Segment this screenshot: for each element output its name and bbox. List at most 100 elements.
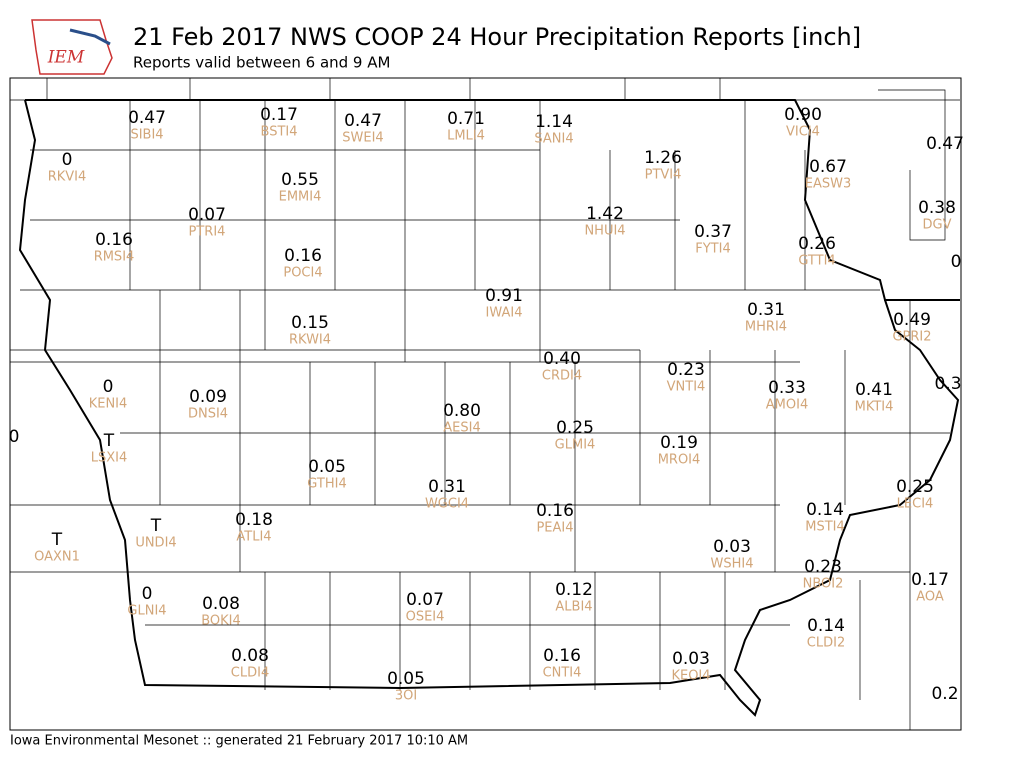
station-value: 0.18: [235, 510, 273, 530]
station-value: 0: [103, 377, 114, 397]
station-id: RKWI4: [289, 333, 331, 348]
station-id: GLNI4: [127, 604, 166, 619]
station-id: BSTI4: [261, 125, 298, 140]
station-id: CLDI2: [807, 636, 845, 651]
station-id: WSHI4: [711, 557, 754, 572]
station-value: 0: [9, 427, 20, 447]
station-id: GTHI4: [307, 477, 346, 492]
station-value: 0.08: [202, 594, 240, 614]
station-value: 0.23: [804, 557, 842, 577]
station-id: ALBI4: [555, 600, 592, 615]
station-value: 1.14: [535, 112, 573, 132]
station-value: 0: [142, 584, 153, 604]
station-id: AESI4: [443, 421, 480, 436]
station-value: 0.14: [807, 616, 845, 636]
station-id: OAXN1: [34, 550, 80, 565]
station-id: EMMI4: [279, 190, 322, 205]
station-value: 0.16: [543, 646, 581, 666]
station-id: MSTI4: [805, 520, 845, 535]
station-value: 0.07: [406, 590, 444, 610]
station-value: 0.47: [128, 108, 166, 128]
station-id: NBOI2: [803, 577, 844, 592]
station-value: 0.17: [911, 570, 949, 590]
station-id: GLMI4: [555, 438, 596, 453]
station-value: 0.03: [672, 649, 710, 669]
station-value: 0.40: [543, 349, 581, 369]
station-value: 0.31: [747, 300, 785, 320]
station-id: WGCI4: [425, 497, 469, 512]
station-value: 0.38: [918, 198, 956, 218]
station-value: 0: [62, 150, 73, 170]
station-value: 0.47: [926, 134, 964, 154]
station-value: 0.2: [931, 684, 958, 704]
station-id: NHUI4: [584, 224, 625, 239]
station-value: 1.26: [644, 148, 682, 168]
station-value: 0.16: [536, 501, 574, 521]
station-id: PTVI4: [645, 168, 682, 183]
station-id: CLDI4: [231, 666, 269, 681]
station-value: 0.09: [189, 387, 227, 407]
station-value: 0.80: [443, 401, 481, 421]
station-value: 0.33: [768, 378, 806, 398]
logo-text: IEM: [47, 48, 85, 68]
station-value: 0.16: [284, 246, 322, 266]
station-id: FYTI4: [695, 242, 730, 257]
station-value: 0.07: [188, 205, 226, 225]
station-value: 0.47: [344, 111, 382, 131]
station-value: 0.08: [231, 646, 269, 666]
station-value: 0.23: [667, 360, 705, 380]
station-value: 0.26: [798, 234, 836, 254]
station-id: RMSI4: [94, 250, 135, 265]
station-id: BOKI4: [201, 614, 241, 629]
title: 21 Feb 2017 NWS COOP 24 Hour Precipitati…: [133, 23, 861, 51]
station-id: KEOI4: [671, 669, 710, 684]
station-id: DNSI4: [188, 407, 228, 422]
station-id: GTTI4: [798, 254, 835, 269]
station-id: LSXI4: [91, 451, 128, 466]
station-value: 0.3: [934, 374, 961, 394]
station-id: MKTI4: [855, 400, 894, 415]
station-id: EASW3: [805, 177, 851, 192]
station-id: ATLI4: [236, 530, 271, 545]
footer: Iowa Environmental Mesonet :: generated …: [10, 734, 468, 749]
subtitle: Reports valid between 6 and 9 AM: [133, 54, 390, 72]
map-frame: [9, 77, 962, 731]
station-value: 0.19: [660, 433, 698, 453]
station-value: 0.14: [806, 500, 844, 520]
station-value: 0.12: [555, 580, 593, 600]
station-id: IWAI4: [486, 306, 523, 321]
station-value: 0.67: [809, 157, 847, 177]
station-value: 0: [951, 252, 962, 272]
station-id: KENI4: [89, 397, 128, 412]
station-id: SANI4: [534, 132, 573, 147]
station-id: LMLI4: [447, 129, 485, 144]
station-id: VICI4: [786, 125, 820, 140]
station-id: MROI4: [658, 453, 701, 468]
station-id: PEAI4: [536, 521, 573, 536]
station-value: 0.31: [428, 477, 466, 497]
station-id: DGV: [923, 218, 952, 233]
station-value: 0.17: [260, 105, 298, 125]
station-value: 0.25: [556, 418, 594, 438]
station-value: 1.42: [586, 204, 624, 224]
station-id: 3OI: [395, 689, 417, 704]
station-value: 0.71: [447, 109, 485, 129]
station-value: 0.49: [893, 310, 931, 330]
station-value: 0.90: [784, 105, 822, 125]
station-value: 0.37: [694, 222, 732, 242]
station-id: SWEI4: [342, 131, 383, 146]
station-id: AMOI4: [766, 398, 808, 413]
station-value: T: [150, 516, 162, 536]
station-value: 0.91: [485, 286, 523, 306]
station-value: 0.16: [95, 230, 133, 250]
station-id: MHRI4: [745, 320, 787, 335]
station-id: SIBI4: [130, 128, 163, 143]
station-id: PTRI4: [189, 225, 226, 240]
station-id: VNTI4: [667, 380, 706, 395]
station-value: 0.41: [855, 380, 893, 400]
station-value: 0.15: [291, 313, 329, 333]
station-id: POCI4: [283, 266, 322, 281]
station-value: T: [51, 530, 63, 550]
